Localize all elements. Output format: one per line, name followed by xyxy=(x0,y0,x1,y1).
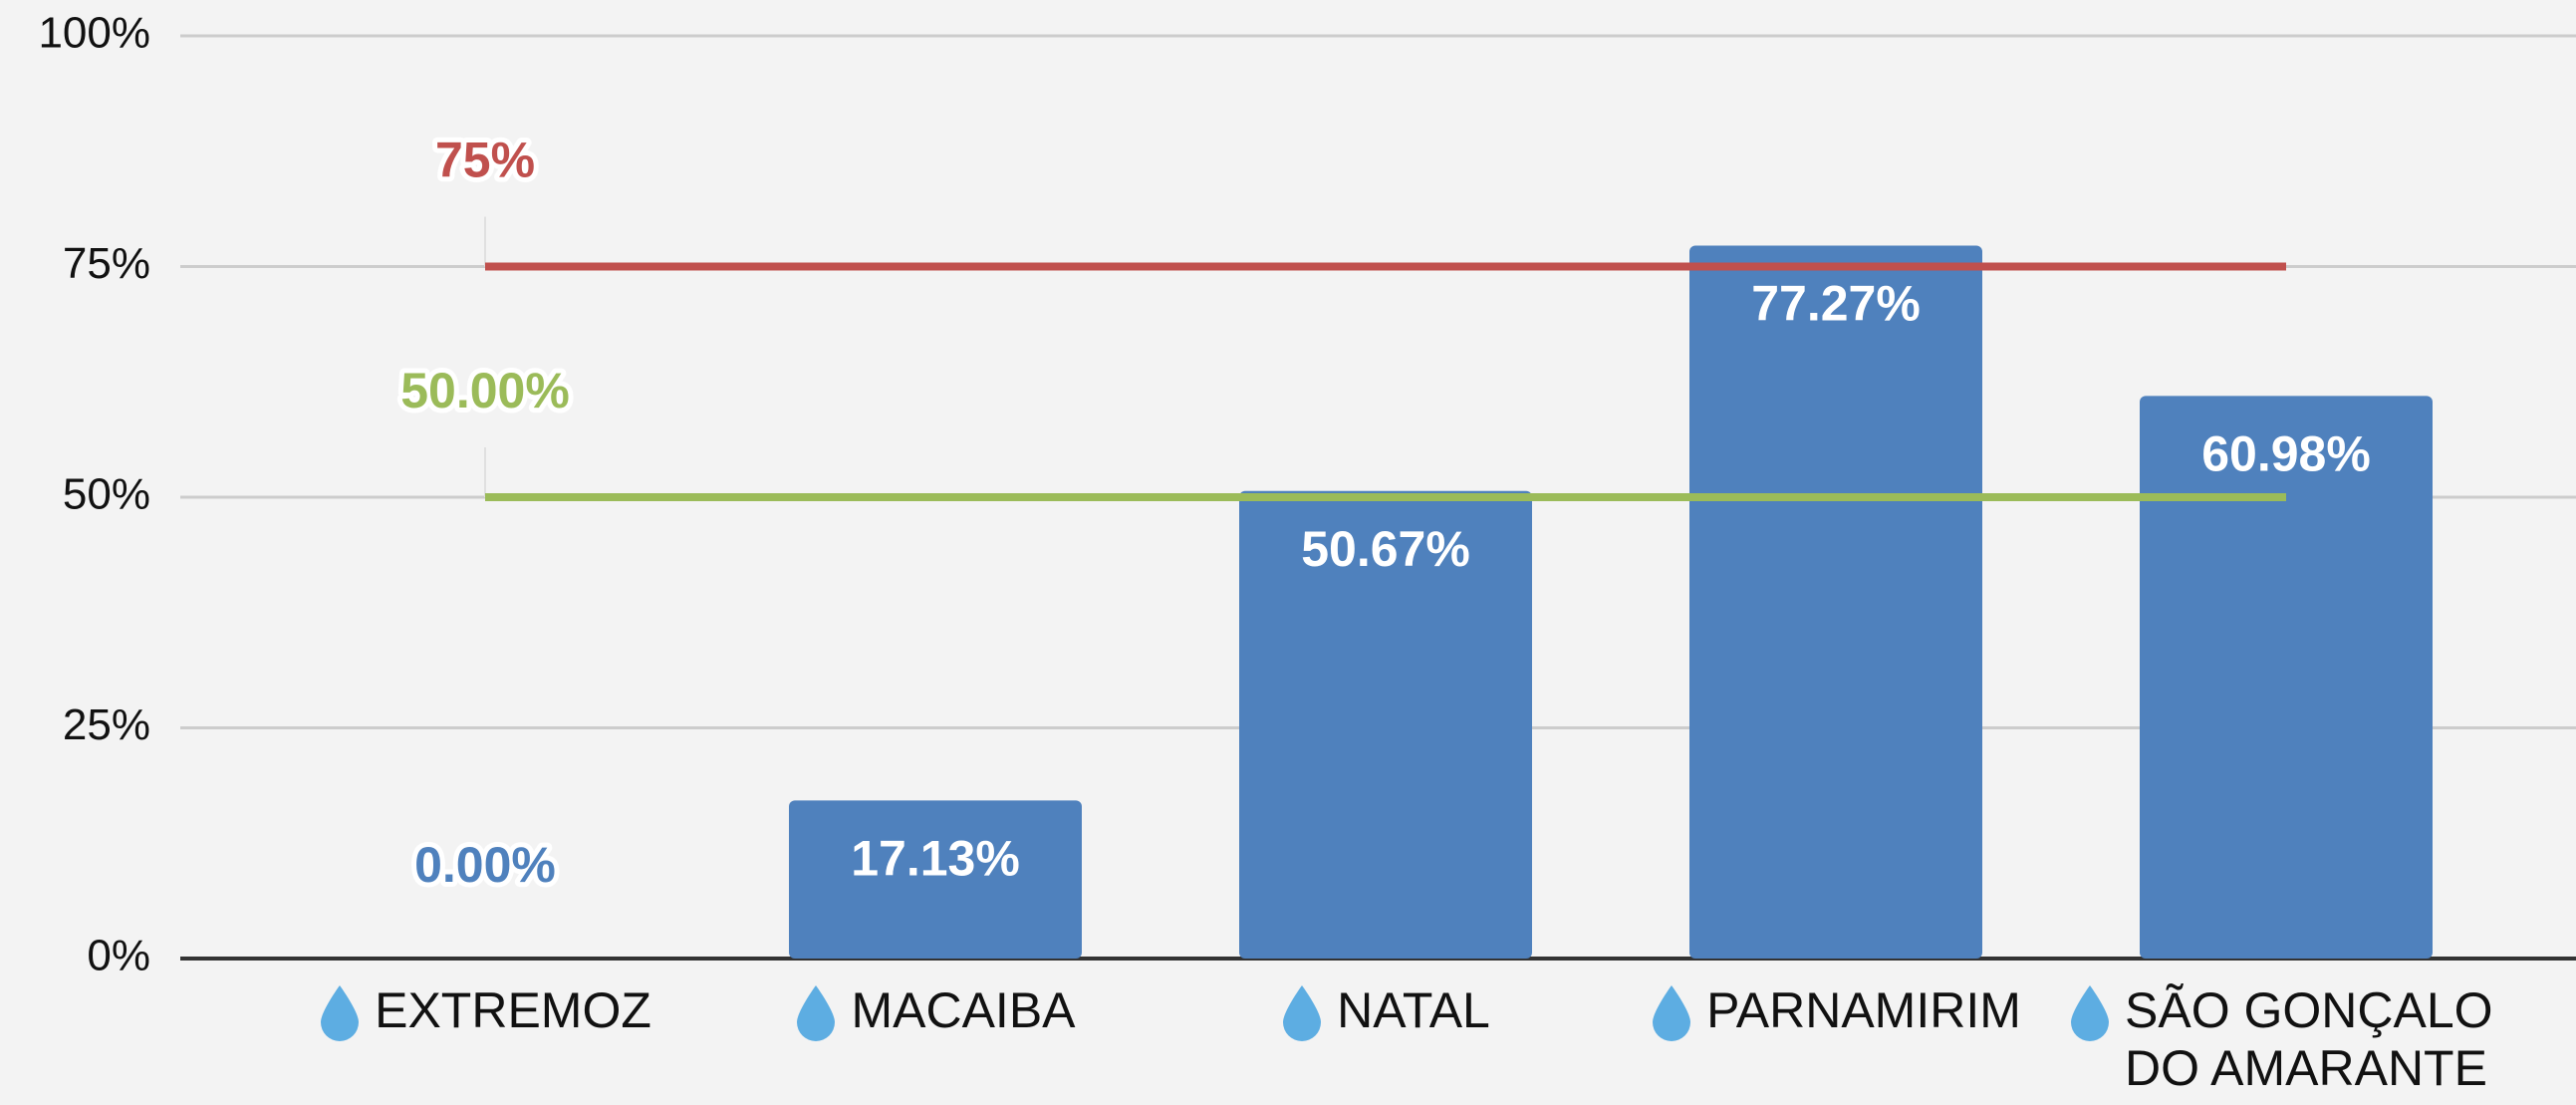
bar xyxy=(2140,396,2433,959)
y-tick-label: 75% xyxy=(63,239,150,288)
x-tick-label: EXTREMOZ xyxy=(375,982,651,1038)
y-tick-label: 100% xyxy=(38,9,150,58)
x-tick-label-group: EXTREMOZ xyxy=(260,981,710,1041)
bar xyxy=(1239,490,1532,959)
drop-icon xyxy=(321,985,360,1041)
drop-icon xyxy=(1653,985,1691,1041)
y-tick-label: 50% xyxy=(63,470,150,519)
x-tick-label: MACAIBA xyxy=(851,982,1076,1038)
bar xyxy=(1689,245,1982,959)
reference-label: 75% xyxy=(435,133,535,188)
x-tick-label: NATAL xyxy=(1337,982,1490,1038)
data-label: 77.27% xyxy=(1751,276,1921,332)
y-tick-label: 25% xyxy=(63,700,150,749)
x-tick-label-group: NATAL xyxy=(1160,981,1611,1041)
data-label: 17.13% xyxy=(851,831,1020,887)
drop-icon xyxy=(797,985,836,1041)
drop-icon xyxy=(2071,985,2109,1041)
reference-label: 50.00% xyxy=(400,363,570,418)
data-label: 50.67% xyxy=(1301,521,1470,577)
drop-icon xyxy=(1283,985,1322,1041)
x-tick-label: PARNAMIRIM xyxy=(1706,982,2021,1038)
x-tick-label-group: PARNAMIRIM xyxy=(1611,981,2061,1041)
x-tick-label-group: SÃO GONÇALO DO AMARANTE xyxy=(2061,981,2511,1097)
x-tick-label: SÃO GONÇALO DO AMARANTE xyxy=(2125,982,2493,1096)
y-tick-label: 0% xyxy=(87,932,150,980)
data-label: 60.98% xyxy=(2201,426,2371,482)
x-tick-label-group: MACAIBA xyxy=(710,981,1160,1041)
bar xyxy=(789,800,1082,959)
data-label: 0.00% xyxy=(414,837,556,893)
